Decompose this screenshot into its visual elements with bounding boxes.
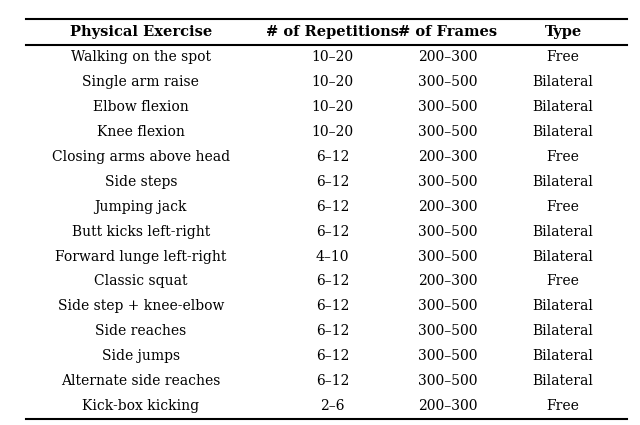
Text: 300–500: 300–500 xyxy=(419,324,477,338)
Text: Free: Free xyxy=(547,200,580,214)
Text: Jumping jack: Jumping jack xyxy=(95,200,187,214)
Text: Elbow flexion: Elbow flexion xyxy=(93,100,189,114)
Text: Kick-box kicking: Kick-box kicking xyxy=(82,399,200,413)
Text: 10–20: 10–20 xyxy=(312,75,354,89)
Text: Free: Free xyxy=(547,399,580,413)
Text: 300–500: 300–500 xyxy=(419,300,477,313)
Text: 10–20: 10–20 xyxy=(312,50,354,64)
Text: Free: Free xyxy=(547,50,580,64)
Text: Side steps: Side steps xyxy=(104,175,177,189)
Text: Free: Free xyxy=(547,150,580,164)
Text: 200–300: 200–300 xyxy=(419,200,477,214)
Text: Knee flexion: Knee flexion xyxy=(97,125,185,139)
Text: Bilateral: Bilateral xyxy=(532,225,594,238)
Text: 2–6: 2–6 xyxy=(321,399,345,413)
Text: 300–500: 300–500 xyxy=(419,225,477,238)
Text: # of Frames: # of Frames xyxy=(399,25,497,39)
Text: 300–500: 300–500 xyxy=(419,75,477,89)
Text: 300–500: 300–500 xyxy=(419,249,477,264)
Text: 6–12: 6–12 xyxy=(316,275,349,289)
Text: 200–300: 200–300 xyxy=(419,150,477,164)
Text: Butt kicks left-right: Butt kicks left-right xyxy=(72,225,210,238)
Text: 6–12: 6–12 xyxy=(316,300,349,313)
Text: 300–500: 300–500 xyxy=(419,175,477,189)
Text: Bilateral: Bilateral xyxy=(532,249,594,264)
Text: Walking on the spot: Walking on the spot xyxy=(71,50,211,64)
Text: Bilateral: Bilateral xyxy=(532,324,594,338)
Text: 200–300: 200–300 xyxy=(419,50,477,64)
Text: Free: Free xyxy=(547,275,580,289)
Text: 300–500: 300–500 xyxy=(419,349,477,363)
Text: Side jumps: Side jumps xyxy=(102,349,180,363)
Text: Physical Exercise: Physical Exercise xyxy=(70,25,212,39)
Text: 10–20: 10–20 xyxy=(312,100,354,114)
Text: 10–20: 10–20 xyxy=(312,125,354,139)
Text: 4–10: 4–10 xyxy=(316,249,349,264)
Text: 6–12: 6–12 xyxy=(316,374,349,388)
Text: 6–12: 6–12 xyxy=(316,225,349,238)
Text: Closing arms above head: Closing arms above head xyxy=(52,150,230,164)
Text: Type: Type xyxy=(545,25,582,39)
Text: # of Repetitions: # of Repetitions xyxy=(266,25,399,39)
Text: 6–12: 6–12 xyxy=(316,349,349,363)
Text: Bilateral: Bilateral xyxy=(532,100,594,114)
Text: 6–12: 6–12 xyxy=(316,150,349,164)
Text: Bilateral: Bilateral xyxy=(532,175,594,189)
Text: 200–300: 200–300 xyxy=(419,399,477,413)
Text: 300–500: 300–500 xyxy=(419,125,477,139)
Text: Side step + knee-elbow: Side step + knee-elbow xyxy=(58,300,224,313)
Text: Bilateral: Bilateral xyxy=(532,374,594,388)
Text: 300–500: 300–500 xyxy=(419,374,477,388)
Text: 300–500: 300–500 xyxy=(419,100,477,114)
Text: 6–12: 6–12 xyxy=(316,324,349,338)
Text: Bilateral: Bilateral xyxy=(532,75,594,89)
Text: Bilateral: Bilateral xyxy=(532,125,594,139)
Text: Bilateral: Bilateral xyxy=(532,349,594,363)
Text: Alternate side reaches: Alternate side reaches xyxy=(61,374,221,388)
Text: Forward lunge left-right: Forward lunge left-right xyxy=(55,249,227,264)
Text: Single arm raise: Single arm raise xyxy=(83,75,199,89)
Text: 6–12: 6–12 xyxy=(316,200,349,214)
Text: Classic squat: Classic squat xyxy=(94,275,188,289)
Text: 6–12: 6–12 xyxy=(316,175,349,189)
Text: Bilateral: Bilateral xyxy=(532,300,594,313)
Text: Side reaches: Side reaches xyxy=(95,324,186,338)
Text: 200–300: 200–300 xyxy=(419,275,477,289)
